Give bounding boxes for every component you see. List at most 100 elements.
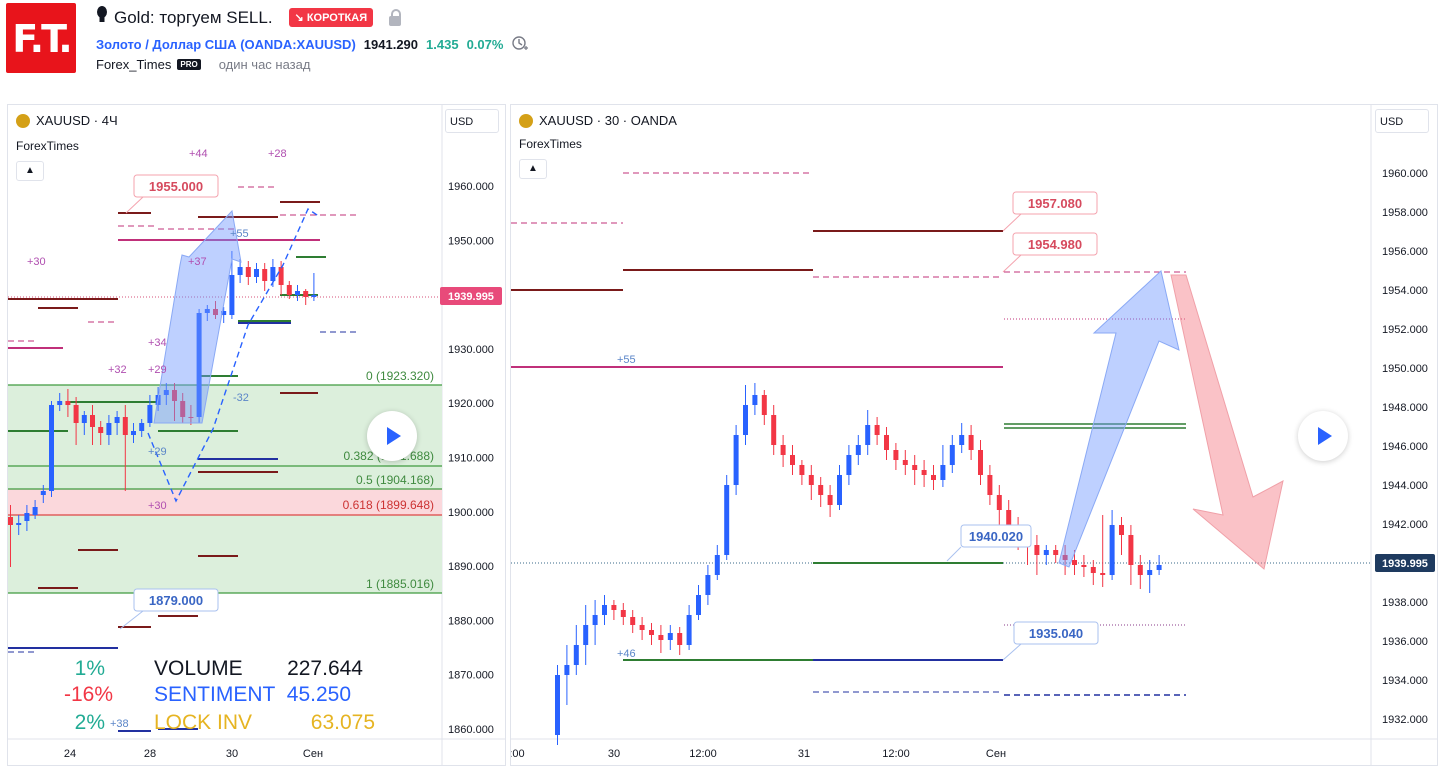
svg-text:1 (1885.016): 1 (1885.016) bbox=[366, 577, 434, 591]
svg-text:+46: +46 bbox=[617, 648, 636, 660]
svg-text:+30: +30 bbox=[148, 500, 167, 512]
candle bbox=[1147, 570, 1153, 575]
candle bbox=[743, 405, 748, 435]
svg-text:63.075: 63.075 bbox=[311, 711, 375, 734]
candle bbox=[959, 435, 965, 445]
callout-1935: 1935.040 bbox=[1002, 621, 1099, 661]
currency-select[interactable]: USD bbox=[1375, 109, 1429, 133]
svg-text:1935.040: 1935.040 bbox=[1029, 626, 1083, 641]
svg-text:+55: +55 bbox=[230, 228, 249, 240]
candle bbox=[808, 475, 814, 485]
candle bbox=[667, 633, 673, 640]
candle bbox=[106, 423, 112, 435]
candle bbox=[8, 517, 13, 525]
svg-text:+28: +28 bbox=[268, 148, 287, 160]
symbol-link[interactable]: Золото / Доллар США (OANDA:XAUUSD) bbox=[96, 37, 356, 52]
candle bbox=[583, 625, 589, 645]
svg-text:+34: +34 bbox=[148, 337, 167, 349]
y-tick-label: 1938.000 bbox=[1382, 597, 1428, 609]
svg-text:SENTIMENT: SENTIMENT bbox=[154, 683, 276, 706]
candle bbox=[1109, 525, 1115, 575]
svg-text:-32: -32 bbox=[233, 392, 249, 404]
svg-text:+29: +29 bbox=[148, 446, 167, 458]
candle bbox=[649, 630, 654, 635]
candle bbox=[286, 285, 292, 295]
candle bbox=[846, 455, 852, 475]
y-tick-label: 1960.000 bbox=[1382, 168, 1428, 180]
candle bbox=[696, 595, 701, 615]
candle bbox=[122, 417, 128, 435]
candle bbox=[188, 417, 194, 418]
y-tick-label: 1920.000 bbox=[448, 398, 494, 410]
svg-text:+29: +29 bbox=[148, 364, 167, 376]
candle bbox=[49, 405, 54, 491]
candle bbox=[620, 610, 626, 617]
left-chart-panel[interactable]: 1955.000 1879.000 0 (1923.320) 0.382 (19… bbox=[7, 104, 506, 766]
candle bbox=[213, 309, 218, 315]
play-button[interactable] bbox=[1298, 411, 1348, 461]
gold-coin-icon bbox=[16, 113, 30, 128]
arrow-up-icon bbox=[1058, 270, 1180, 568]
y-tick-label: 1950.000 bbox=[1382, 363, 1428, 375]
play-button[interactable] bbox=[367, 411, 417, 461]
short-badge: ↘ КОРОТКАЯ bbox=[288, 8, 374, 27]
candle bbox=[311, 295, 317, 297]
published-time: один час назад bbox=[218, 57, 311, 72]
candle bbox=[131, 431, 136, 435]
candle bbox=[32, 507, 38, 515]
candle bbox=[564, 665, 570, 675]
svg-text:1939.995: 1939.995 bbox=[448, 291, 494, 303]
symbol-price: 1941.290 bbox=[363, 37, 419, 52]
svg-text:45.250: 45.250 bbox=[287, 683, 351, 706]
candle bbox=[278, 267, 284, 285]
svg-text::00: :00 bbox=[511, 748, 525, 760]
candle bbox=[1006, 510, 1012, 525]
current-price-tag bbox=[1375, 554, 1435, 572]
svg-text:1879.000: 1879.000 bbox=[149, 593, 203, 608]
collapse-button[interactable]: ▲ bbox=[16, 161, 44, 181]
svg-text:+37: +37 bbox=[188, 256, 207, 268]
candle bbox=[771, 415, 777, 445]
svg-text:+55: +55 bbox=[617, 354, 636, 366]
svg-text:30: 30 bbox=[226, 748, 238, 760]
y-tick-label: 1930.000 bbox=[448, 344, 494, 356]
candle bbox=[172, 390, 177, 401]
candle bbox=[73, 405, 79, 423]
arrow-down-icon bbox=[1170, 274, 1284, 570]
y-tick-label: 1932.000 bbox=[1382, 714, 1428, 726]
y-tick-label: 1890.000 bbox=[448, 561, 494, 573]
candle bbox=[40, 491, 46, 495]
candle bbox=[221, 311, 227, 315]
candle bbox=[705, 575, 711, 595]
candle bbox=[987, 475, 993, 495]
svg-text:1955.000: 1955.000 bbox=[149, 179, 203, 194]
author-name[interactable]: Forex_Times bbox=[96, 57, 172, 72]
current-price-tag bbox=[440, 287, 502, 305]
candle bbox=[254, 269, 259, 277]
svg-text:1%: 1% bbox=[75, 657, 105, 680]
right-candles bbox=[555, 383, 1162, 745]
y-tick-label: 1860.000 bbox=[448, 724, 494, 736]
right-indicator-name: ForexTimes bbox=[519, 137, 582, 151]
idea-title: Gold: торгуем SELL. ↘ КОРОТКАЯ bbox=[96, 6, 402, 29]
symbol-change-pct: 0.07% bbox=[466, 37, 504, 52]
svg-text:0 (1923.320): 0 (1923.320) bbox=[366, 369, 434, 383]
candle bbox=[902, 460, 908, 465]
svg-text:LOCK INV: LOCK INV bbox=[154, 711, 252, 734]
candle bbox=[573, 645, 579, 665]
candle bbox=[978, 450, 983, 475]
candle bbox=[714, 555, 720, 575]
candle bbox=[1043, 550, 1049, 555]
candle bbox=[1062, 555, 1068, 560]
alarm-clock-icon[interactable] bbox=[511, 34, 529, 55]
candle bbox=[1137, 565, 1143, 575]
svg-text:31: 31 bbox=[798, 748, 810, 760]
right-chart-panel[interactable]: 1957.080 1954.980 1940.020 1935.040 +55 … bbox=[510, 104, 1438, 766]
author-logo[interactable]: F.T. bbox=[6, 3, 76, 73]
callout-1955: 1955.000 bbox=[125, 174, 219, 214]
candle bbox=[270, 267, 276, 281]
currency-select[interactable]: USD bbox=[445, 109, 499, 133]
collapse-button[interactable]: ▲ bbox=[519, 159, 547, 179]
svg-text:+30: +30 bbox=[27, 256, 46, 268]
y-tick-label: 1954.000 bbox=[1382, 285, 1428, 297]
